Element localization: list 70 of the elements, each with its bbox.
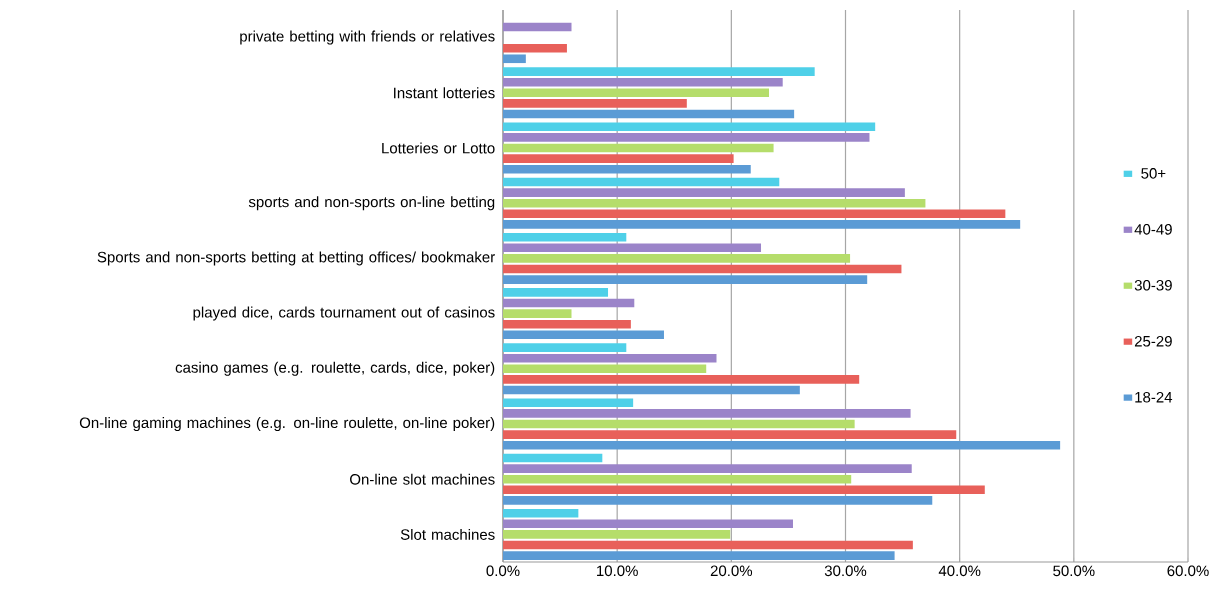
y-tick-label: On-line gaming machines (e.g. on-line roulette, on-line poker): [79, 417, 495, 431]
bar: [503, 109, 795, 119]
bar: [503, 364, 707, 374]
bar: [503, 275, 868, 284]
bar: [503, 353, 717, 363]
bar: [503, 530, 731, 539]
bar: [503, 375, 860, 384]
bar: [503, 198, 926, 208]
bar: [503, 264, 902, 274]
x-tick-label: 30.0%: [824, 565, 867, 577]
bar: [503, 188, 905, 197]
legend-label: 25-29: [1134, 335, 1172, 347]
bar: [503, 464, 912, 473]
bar: [503, 67, 815, 76]
y-tick-label: Slot machines: [400, 528, 495, 540]
x-tick-label: 50.0%: [1053, 565, 1095, 577]
bar: [503, 430, 957, 439]
bar: [503, 164, 751, 174]
x-tick-label: 0.0%: [486, 565, 520, 577]
bar: [503, 154, 734, 163]
y-tick-label: played dice, cards tournament out of casinos: [193, 306, 495, 321]
bar: [503, 43, 567, 53]
legend-label: 40-49: [1134, 224, 1172, 235]
bar: [503, 254, 851, 263]
bar: [503, 220, 1021, 229]
bar: [503, 122, 876, 132]
bar: [503, 409, 911, 418]
bar: [503, 343, 627, 352]
bar: [503, 440, 1061, 450]
bar: [503, 54, 526, 64]
y-tick-label: Instant lotteries: [394, 87, 495, 99]
y-tick-label: On-line slot machines: [350, 473, 495, 485]
bar: [503, 551, 895, 560]
bar: [503, 398, 634, 408]
y-tick-label: Sports and non-sports betting at betting offices/ bookmaker: [97, 251, 495, 266]
bar: [503, 143, 774, 153]
bar: [503, 496, 933, 505]
bar: [503, 485, 985, 495]
bar: [503, 319, 631, 329]
bar: [503, 209, 1006, 219]
x-tick-label: 20.0%: [710, 565, 753, 577]
bar: [503, 177, 780, 187]
bar: [503, 243, 762, 253]
y-tick-label: Lotteries or Lotto: [382, 142, 495, 154]
y-tick-label: private betting with friends or relatives: [240, 30, 495, 45]
bar: [503, 99, 687, 108]
bar: [503, 288, 609, 297]
bar: [503, 330, 664, 340]
bar: [503, 508, 579, 518]
bar: [503, 519, 793, 529]
bar: [503, 232, 627, 242]
bar: [503, 298, 635, 308]
x-tick-label: 40.0%: [938, 565, 981, 577]
bar: [503, 22, 572, 32]
y-tick-label: casino games (e.g. roulette, cards, dice, poker): [175, 361, 495, 376]
y-tick-label: sports and non-sports on-line betting: [248, 196, 495, 211]
bar: [503, 385, 800, 395]
bar: [503, 540, 913, 550]
legend-label: 30-39: [1134, 280, 1172, 291]
legend-label: 18-24: [1135, 391, 1173, 403]
bar: [503, 133, 870, 142]
x-tick-label: 10.0%: [597, 565, 638, 577]
bar: [503, 474, 852, 484]
bar: [503, 77, 783, 87]
legend-label: 50+: [1141, 168, 1166, 179]
bar: [503, 453, 603, 463]
bar: [503, 88, 770, 98]
bar: [503, 309, 572, 318]
bar: [503, 419, 855, 429]
x-tick-label: 60.0%: [1167, 565, 1209, 577]
